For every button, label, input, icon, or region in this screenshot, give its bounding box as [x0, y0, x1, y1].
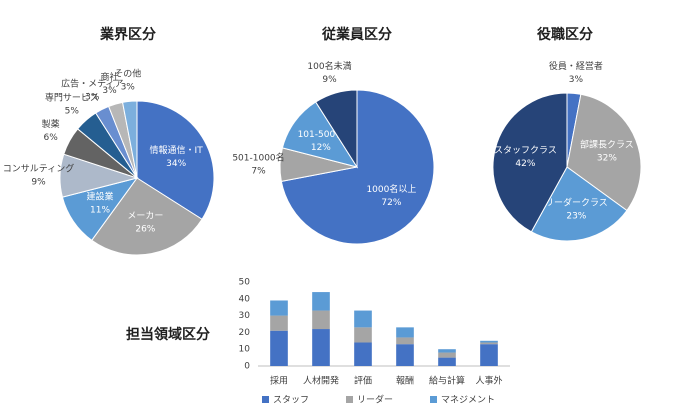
- slice-label: 広告・メディア: [61, 78, 123, 90]
- slice-value-label: 3%: [569, 75, 584, 85]
- y-tick-label: 30: [239, 311, 251, 321]
- pie-slice: [91, 177, 203, 256]
- slice-label: メーカー: [127, 210, 163, 221]
- slice-label: コンサルティング: [3, 162, 74, 174]
- legend-swatch: [262, 396, 269, 403]
- x-tick-label: 採用: [270, 375, 288, 387]
- bar-segment: [270, 300, 288, 316]
- legend-label: リーダー: [357, 394, 393, 406]
- chart-title: 担当領域区分: [126, 326, 210, 343]
- slice-label: 情報通信・IT: [150, 144, 204, 156]
- bar-segment: [312, 329, 330, 366]
- slice-label: リーダークラス: [545, 196, 608, 208]
- slice-value-label: 5%: [65, 107, 80, 117]
- slice-label: スタッフクラス: [494, 145, 557, 156]
- y-tick-label: 50: [239, 278, 251, 288]
- pie-slice: [492, 92, 568, 233]
- pie-slice: [315, 89, 358, 169]
- slice-value-label: 34%: [166, 159, 186, 169]
- legend-label: スタッフ: [273, 395, 309, 406]
- x-tick-label: 評価: [354, 375, 372, 387]
- slice-label: 1000名以上: [366, 183, 416, 195]
- slice-value-label: 9%: [322, 75, 337, 85]
- slice-label: その他: [114, 67, 141, 79]
- slice-value-label: 3%: [85, 93, 100, 103]
- slice-value-label: 42%: [515, 159, 535, 169]
- legend-label: マネジメント: [441, 395, 495, 406]
- bar-segment: [396, 344, 414, 366]
- slice-value-label: 72%: [381, 198, 401, 208]
- slice-label: 役員・経営者: [549, 60, 603, 72]
- bar-segment: [270, 315, 288, 331]
- pie-slice: [280, 89, 435, 245]
- x-tick-label: 給与計算: [429, 375, 465, 387]
- chart-title: 役職区分: [537, 26, 593, 43]
- slice-value-label: 7%: [251, 166, 266, 176]
- pie-slice: [530, 166, 628, 242]
- bar-segment: [396, 337, 414, 345]
- slice-value-label: 12%: [311, 143, 331, 153]
- y-tick-label: 40: [239, 294, 251, 304]
- slice-value-label: 26%: [135, 224, 155, 234]
- slice-value-label: 32%: [597, 154, 617, 164]
- slice-label: 101-500名: [298, 128, 345, 140]
- x-tick-label: 報酬: [396, 376, 414, 387]
- bar-segment: [480, 342, 498, 345]
- legend-swatch: [430, 396, 437, 403]
- slice-label: 専門サービス: [45, 92, 99, 104]
- bar-segment: [312, 310, 330, 330]
- bar-segment: [480, 344, 498, 366]
- bar-segment: [354, 342, 372, 366]
- x-tick-label: 人事外: [475, 375, 502, 387]
- bar-segment: [480, 340, 498, 343]
- slice-label: 商社: [100, 71, 118, 83]
- slice-label: 部課長クラス: [580, 139, 634, 151]
- y-tick-label: 20: [239, 328, 251, 338]
- slice-value-label: 9%: [31, 177, 46, 187]
- slice-value-label: 3%: [102, 86, 117, 96]
- bar-segment: [438, 352, 456, 358]
- pie-slice: [566, 93, 642, 212]
- y-tick-label: 0: [244, 362, 250, 372]
- slice-value-label: 11%: [90, 206, 110, 216]
- y-tick-label: 10: [239, 345, 251, 355]
- bar-segment: [438, 357, 456, 366]
- bar-segment: [396, 327, 414, 338]
- slice-label: 製薬: [42, 118, 60, 130]
- x-tick-label: 人材開発: [303, 375, 339, 387]
- legend-swatch: [346, 396, 353, 403]
- slice-value-label: 23%: [566, 211, 586, 221]
- bar-segment: [354, 310, 372, 328]
- pie-slice: [121, 100, 138, 179]
- bar-segment: [354, 327, 372, 343]
- slice-label: 建設業: [87, 191, 114, 203]
- chart-title: 従業員区分: [321, 26, 392, 43]
- slice-label: 100名未満: [307, 60, 351, 72]
- bar-segment: [438, 349, 456, 353]
- slice-value-label: 3%: [121, 82, 136, 92]
- bar-segment: [312, 292, 330, 311]
- bar-segment: [270, 330, 288, 366]
- slice-label: 501-1000名: [232, 151, 284, 163]
- slice-value-label: 6%: [43, 133, 58, 143]
- chart-title: 業界区分: [99, 26, 156, 43]
